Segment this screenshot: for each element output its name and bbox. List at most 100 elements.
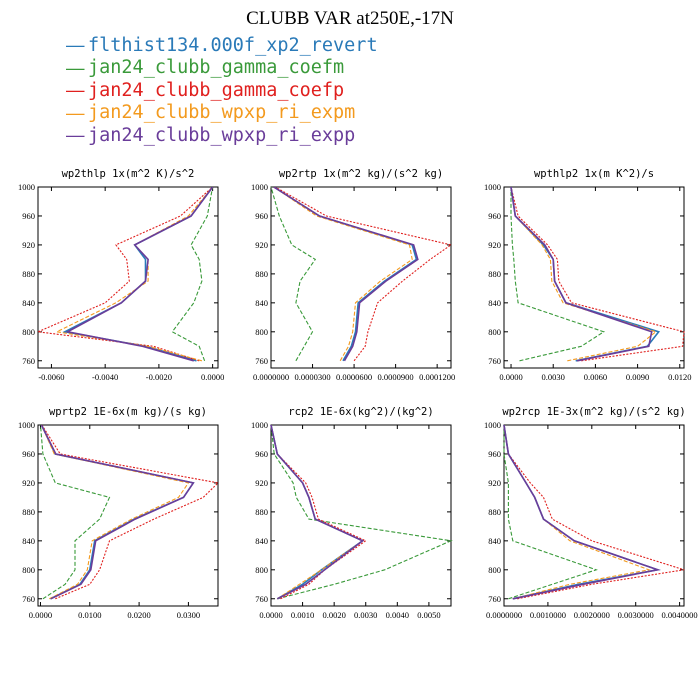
legend-swatch: — xyxy=(66,101,85,123)
y-tick-label: 800 xyxy=(255,565,268,575)
series-line-jan24_clubb_gamma_coefm xyxy=(39,425,111,600)
series-line-jan24_clubb_wpxp_ri_expp xyxy=(503,425,661,600)
y-tick-label: 760 xyxy=(22,356,35,366)
y-tick-label: 920 xyxy=(255,478,268,488)
series-line-jan24_clubb_wpxp_ri_expm xyxy=(273,187,413,362)
y-tick-label: 840 xyxy=(255,536,268,546)
legend-item: — jan24_clubb_gamma_coefp xyxy=(66,79,378,102)
panel-wp2rtp: wp2rtp 1x(m^2 kg)/(s^2 kg) 760 800 840 880 92… xyxy=(251,168,455,382)
y-tick-label: 960 xyxy=(255,449,268,459)
y-tick-label: 920 xyxy=(488,478,501,488)
x-tick-label: 0.0030 xyxy=(354,610,377,620)
y-tick-label: 960 xyxy=(488,211,501,221)
legend-label: jan24_clubb_wpxp_ri_expp xyxy=(88,124,356,146)
y-tick-label: 920 xyxy=(22,478,35,488)
y-tick-label: 800 xyxy=(22,327,35,337)
x-tick-label: 0.0000600 xyxy=(336,372,372,382)
y-tick-label: 840 xyxy=(22,536,35,546)
y-tick-label: 840 xyxy=(488,536,501,546)
panel-title: wpthlp2 1x(m K^2)/s xyxy=(534,168,654,180)
y-tick-label: 760 xyxy=(255,356,268,366)
x-tick-label: 0.0040000 xyxy=(662,610,698,620)
x-tick-label: 0.0040 xyxy=(386,610,409,620)
y-tick-label: 880 xyxy=(255,269,268,279)
plot-frame xyxy=(503,424,685,607)
series-line-jan24_clubb_gamma_coefm xyxy=(270,425,453,600)
legend-label: flthist134.000f_xp2_revert xyxy=(88,34,378,56)
panel-title: wp2rcp 1E-3x(m^2 kg)/(s^2 kg) xyxy=(502,406,685,418)
series-line-flthist134.000f_xp2_revert xyxy=(503,425,661,600)
x-tick-label: 0.0000900 xyxy=(378,372,414,382)
y-tick-label: 1000 xyxy=(484,420,501,430)
y-tick-label: 760 xyxy=(255,594,268,604)
y-tick-label: 760 xyxy=(22,594,35,604)
panel-wprtp2: wprtp2 1E-6x(m kg)/(s kg) 760 800 840 880 920… xyxy=(18,406,220,620)
y-tick-label: 800 xyxy=(488,565,501,575)
x-tick-label: 0.0100 xyxy=(78,610,101,620)
y-tick-label: 1000 xyxy=(484,182,501,192)
series-line-jan24_clubb_gamma_coefp xyxy=(510,187,685,362)
y-tick-label: 1000 xyxy=(18,182,35,192)
series-line-jan24_clubb_gamma_coefm xyxy=(503,425,598,600)
series-line-jan24_clubb_wpxp_ri_expp xyxy=(65,187,214,362)
y-tick-label: 880 xyxy=(488,269,501,279)
legend-swatch: — xyxy=(66,79,85,101)
panel-rcp2: rcp2 1E-6x(kg^2)/(kg^2) 760 800 840 880 920 96… xyxy=(251,406,453,620)
x-tick-label: 0.0120 xyxy=(668,372,691,382)
x-tick-label: 0.0000 xyxy=(201,372,224,382)
y-tick-label: 960 xyxy=(22,211,35,221)
series-line-jan24_clubb_wpxp_ri_expp xyxy=(510,187,653,362)
plot-frame xyxy=(37,424,219,607)
series-line-flthist134.000f_xp2_revert xyxy=(510,187,661,362)
panel-title: wp2thlp 1x(m^2 K)/s^2 xyxy=(62,168,195,180)
y-tick-label: 880 xyxy=(488,507,501,517)
y-tick-label: 1000 xyxy=(251,420,268,430)
y-tick-label: 880 xyxy=(255,507,268,517)
x-tick-label: -0.0060 xyxy=(38,372,64,382)
x-tick-label: 0.0000 xyxy=(29,610,52,620)
y-tick-label: 920 xyxy=(255,240,268,250)
legend-item: — jan24_clubb_wpxp_ri_expm xyxy=(66,102,378,125)
y-tick-label: 920 xyxy=(488,240,501,250)
panel-title: wprtp2 1E-6x(m kg)/(s kg) xyxy=(49,406,207,418)
x-tick-label: 0.0020000 xyxy=(574,610,610,620)
x-tick-label: 0.0000300 xyxy=(294,372,330,382)
plot-frame xyxy=(503,186,685,369)
legend-swatch: — xyxy=(66,124,85,146)
legend-label: jan24_clubb_wpxp_ri_expm xyxy=(88,102,356,124)
series-line-jan24_clubb_gamma_coefp xyxy=(41,425,220,600)
y-tick-label: 760 xyxy=(488,594,501,604)
series-line-jan24_clubb_gamma_coefm xyxy=(270,187,317,362)
panel-title: wp2rtp 1x(m^2 kg)/(s^2 kg) xyxy=(279,168,443,180)
y-tick-label: 880 xyxy=(22,507,35,517)
x-tick-label: -0.0020 xyxy=(146,372,172,382)
series-line-jan24_clubb_gamma_coefm xyxy=(171,187,214,361)
x-tick-label: 0.0000 xyxy=(499,372,522,382)
series-line-flthist134.000f_xp2_revert xyxy=(40,425,195,600)
panel-wp2rcp: wp2rcp 1E-3x(m^2 kg)/(s^2 kg) 760 800 840 88… xyxy=(484,406,698,620)
plot-frame xyxy=(37,186,219,369)
y-tick-label: 880 xyxy=(22,269,35,279)
x-tick-label: 0.0020 xyxy=(322,610,345,620)
y-tick-label: 1000 xyxy=(18,420,35,430)
y-tick-label: 800 xyxy=(488,327,501,337)
x-tick-label: 0.0030000 xyxy=(618,610,654,620)
legend-item: — jan24_clubb_gamma_coefm xyxy=(66,57,378,80)
series-line-jan24_clubb_gamma_coefm xyxy=(510,187,606,362)
y-tick-label: 800 xyxy=(22,565,35,575)
x-tick-label: 0.0010000 xyxy=(530,610,566,620)
series-line-jan24_clubb_wpxp_ri_expp xyxy=(270,425,365,600)
panel-wp2thlp: wp2thlp 1x(m^2 K)/s^2 760 800 840 880 920 960 1… xyxy=(18,168,224,382)
panel-wpthlp2: wpthlp2 1x(m K^2)/s 760 800 840 880 920 960 100… xyxy=(484,168,691,382)
legend-item: — flthist134.000f_xp2_revert xyxy=(66,34,378,57)
y-tick-label: 960 xyxy=(255,211,268,221)
x-tick-label: 0.0030 xyxy=(542,372,565,382)
legend: — flthist134.000f_xp2_revert — jan24_clubb… xyxy=(66,34,378,147)
series-line-jan24_clubb_gamma_coefp xyxy=(36,187,213,362)
y-tick-label: 840 xyxy=(22,298,35,308)
y-tick-label: 960 xyxy=(22,449,35,459)
x-tick-label: 0.0090 xyxy=(626,372,649,382)
plot-frame xyxy=(270,186,452,369)
chart-title: CLUBB VAR at250E,-17N xyxy=(246,8,454,29)
legend-label: jan24_clubb_gamma_coefp xyxy=(88,79,345,101)
